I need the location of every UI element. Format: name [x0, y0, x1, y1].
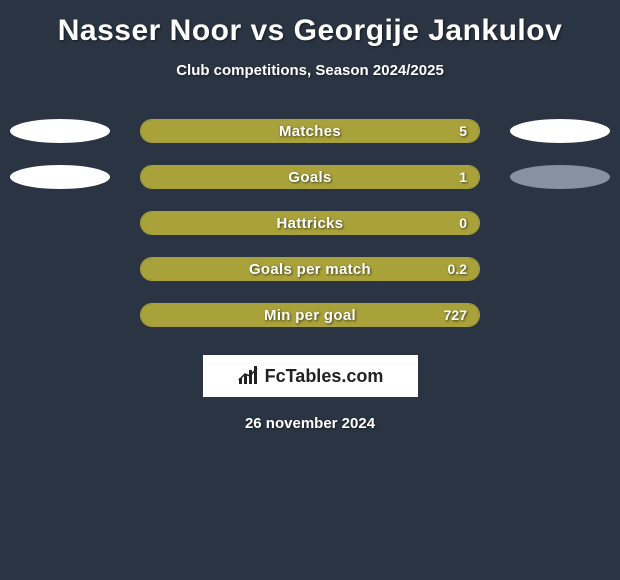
- stat-bar: Matches5: [140, 119, 480, 143]
- stat-label: Goals: [141, 169, 479, 186]
- stat-bar: Goals per match0.2: [140, 257, 480, 281]
- stat-value: 5: [459, 123, 467, 139]
- stats-container: Matches5Goals1Hattricks0Goals per match0…: [0, 119, 620, 327]
- stat-label: Hattricks: [141, 215, 479, 232]
- stat-value: 0.2: [448, 261, 467, 277]
- stat-label: Min per goal: [141, 307, 479, 324]
- stat-label: Matches: [141, 123, 479, 140]
- stat-row: Goals per match0.2: [0, 257, 620, 281]
- stat-value: 727: [444, 307, 467, 323]
- stat-label: Goals per match: [141, 261, 479, 278]
- stat-row: Hattricks0: [0, 211, 620, 235]
- stat-bar: Goals1: [140, 165, 480, 189]
- stat-value: 0: [459, 215, 467, 231]
- date-text: 26 november 2024: [0, 415, 620, 432]
- ellipse-right: [510, 119, 610, 143]
- ellipse-right: [510, 165, 610, 189]
- stat-bar: Min per goal727: [140, 303, 480, 327]
- ellipse-left: [10, 165, 110, 189]
- logo-text: FcTables.com: [265, 366, 384, 387]
- stat-row: Matches5: [0, 119, 620, 143]
- stat-row: Min per goal727: [0, 303, 620, 327]
- stat-bar: Hattricks0: [140, 211, 480, 235]
- ellipse-left: [10, 119, 110, 143]
- page-title: Nasser Noor vs Georgije Jankulov: [0, 0, 620, 48]
- chart-icon: [237, 366, 261, 386]
- stat-row: Goals1: [0, 165, 620, 189]
- stat-value: 1: [459, 169, 467, 185]
- page-subtitle: Club competitions, Season 2024/2025: [0, 62, 620, 79]
- logo-box: FcTables.com: [203, 355, 418, 397]
